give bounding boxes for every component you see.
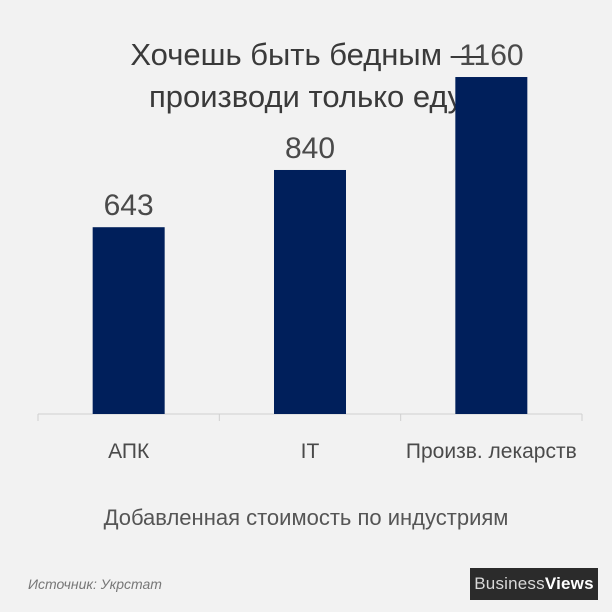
data-label-3: 1160: [459, 39, 524, 72]
x-axis-title: Добавленная стоимость по индустриям: [103, 505, 509, 530]
logo-text-business: Business: [474, 574, 545, 593]
chart-title-line-2: производи только еду: [148, 79, 464, 114]
data-label-1: 643: [104, 189, 154, 222]
category-label-1: АПК: [108, 440, 150, 463]
bar-2: [274, 169, 346, 414]
bar-1: [92, 227, 165, 414]
chart-title: Хочешь быть бедным — производи только ед…: [0, 34, 612, 118]
bar-3: [455, 77, 528, 415]
category-label-2: IT: [301, 440, 320, 463]
category-label-3: Произв. лекарств: [406, 440, 577, 463]
business-views-logo: Business Views: [470, 568, 598, 600]
chart-title-line-1: Хочешь быть бедным —: [130, 37, 482, 72]
bar-chart: 643 АПК 840 IT 1160 Произв. лекарств: [37, 39, 583, 463]
source-note: Источник: Укрстат: [28, 576, 162, 592]
data-label-2: 840: [285, 132, 335, 165]
logo-text-views: Views: [544, 574, 594, 593]
